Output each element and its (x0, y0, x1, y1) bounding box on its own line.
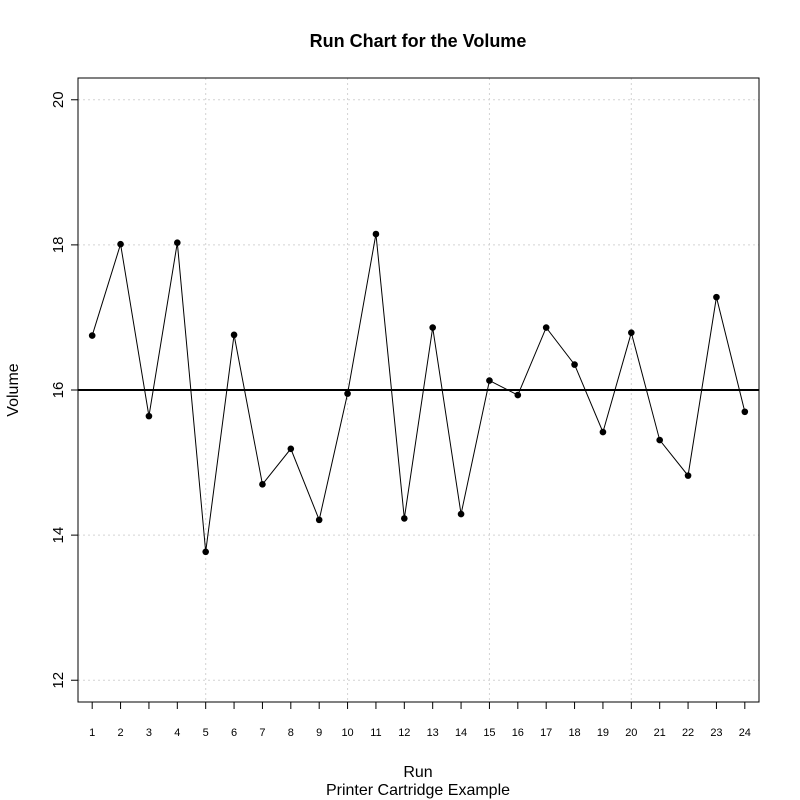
x-tick-label: 4 (174, 727, 180, 739)
x-tick-label: 6 (231, 727, 237, 739)
x-tick-label: 16 (512, 727, 524, 739)
data-point (741, 408, 749, 416)
y-axis-label: Volume (5, 363, 22, 416)
chart-title: Run Chart for the Volume (310, 31, 527, 51)
x-tick-label: 2 (118, 727, 124, 739)
x-tick-label: 19 (597, 727, 609, 739)
data-point (514, 391, 522, 399)
x-tick-label: 23 (710, 727, 722, 739)
x-tick-label: 3 (146, 727, 152, 739)
x-tick-label: 21 (654, 727, 666, 739)
x-tick-label: 15 (483, 727, 495, 739)
x-tick-label: 12 (398, 727, 410, 739)
data-point (656, 436, 663, 444)
data-point (344, 390, 351, 397)
data-point (542, 324, 550, 331)
data-point (713, 293, 720, 301)
data-point (88, 332, 96, 339)
data-point (372, 230, 380, 238)
series-line (91, 233, 746, 552)
x-tick-label: 8 (288, 727, 294, 739)
data-point (287, 445, 295, 453)
chart-subtitle: Printer Cartridge Example (326, 782, 510, 799)
data-point (457, 510, 465, 518)
series-layer (88, 230, 749, 556)
data-point (259, 481, 266, 488)
data-point (117, 240, 124, 248)
plot-frame (77, 77, 760, 703)
x-tick-label: 18 (568, 727, 580, 739)
data-point (486, 377, 493, 384)
x-tick-label: 11 (370, 727, 381, 739)
x-tick-label: 13 (427, 727, 439, 739)
data-point (429, 324, 436, 331)
y-tick-label: 16 (50, 382, 67, 399)
data-point (145, 412, 153, 420)
y-tick-label: 20 (50, 91, 67, 108)
data-point (571, 361, 578, 368)
y-tick-label: 14 (50, 527, 67, 544)
data-point (174, 239, 181, 247)
data-point (230, 331, 238, 339)
x-tick-label: 7 (259, 727, 265, 739)
data-point (315, 516, 323, 524)
data-point (401, 515, 408, 522)
data-point (684, 472, 692, 479)
x-tick-label: 22 (682, 727, 694, 739)
x-tick-label: 24 (739, 727, 751, 739)
x-tick-label: 14 (455, 727, 467, 739)
x-tick-label: 20 (625, 727, 637, 739)
y-tick-label: 12 (50, 672, 67, 689)
x-tick-label: 10 (341, 727, 353, 739)
data-point (628, 329, 635, 336)
data-point (599, 428, 607, 436)
x-tick-label: 1 (89, 727, 95, 739)
x-tick-label: 9 (316, 727, 322, 739)
x-tick-label: 5 (203, 727, 209, 739)
y-tick-label: 18 (50, 237, 67, 254)
data-point (202, 548, 209, 556)
x-tick-label: 17 (540, 727, 552, 739)
x-axis-label: Run (403, 764, 432, 781)
